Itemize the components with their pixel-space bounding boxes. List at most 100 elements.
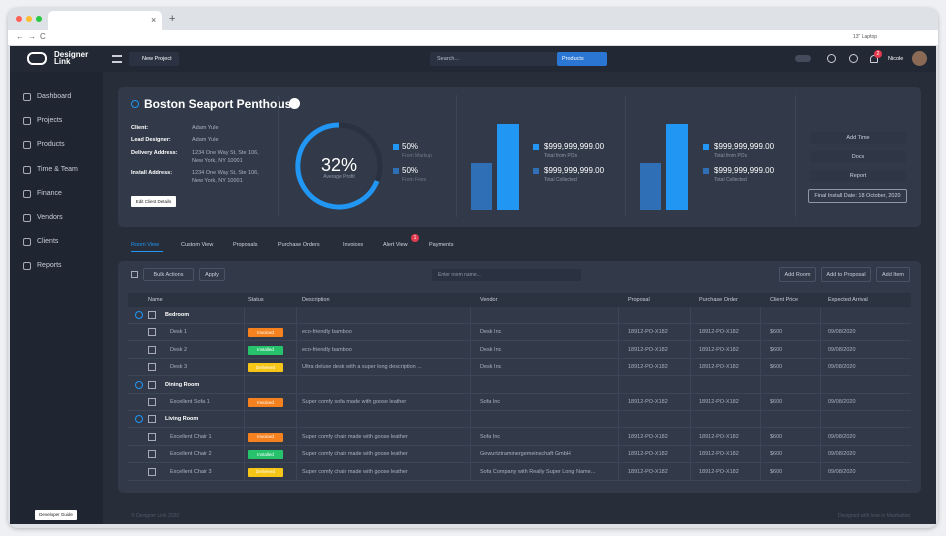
edit-icon[interactable]	[289, 98, 300, 109]
action-btn-label: Report	[849, 173, 867, 179]
nav-item[interactable]: Products	[37, 141, 65, 149]
row-checkbox[interactable]	[148, 311, 156, 319]
nav-icon[interactable]	[23, 141, 31, 150]
nav-item[interactable]: Reports	[37, 262, 62, 270]
toolbar-btn[interactable]	[876, 267, 910, 282]
row-checkbox[interactable]	[148, 345, 156, 354]
cell: 09/08/2020	[828, 399, 856, 405]
field-label: Install Address:	[131, 170, 173, 176]
field-value: New York, NY 10001	[192, 177, 243, 184]
clock-icon[interactable]	[849, 54, 858, 63]
legend-swatch	[703, 168, 709, 174]
bulk-actions[interactable]	[143, 268, 194, 281]
tab[interactable]: Proposals	[233, 242, 258, 248]
tab[interactable]: Alert View	[383, 242, 408, 248]
total-value: $999,999,999.00	[714, 142, 775, 151]
split-value: 50%	[402, 142, 419, 151]
row-checkbox[interactable]	[148, 398, 156, 406]
total-value: $999,999,999.00	[544, 142, 605, 151]
bulk-actions-label: Bulk Actions	[153, 271, 184, 278]
nav-icon[interactable]	[23, 214, 31, 222]
nav-icon[interactable]	[23, 262, 31, 271]
select-all[interactable]	[131, 271, 138, 278]
search-box[interactable]	[430, 52, 557, 66]
collapse-icon[interactable]	[135, 415, 143, 424]
cell: $600	[770, 346, 783, 353]
action-btn[interactable]	[810, 170, 906, 182]
final-install[interactable]	[808, 189, 907, 203]
nav-item[interactable]: Projects	[37, 117, 63, 125]
nav-item[interactable]: Vendors	[37, 214, 63, 221]
field-label: Delivery Address:	[131, 150, 178, 156]
nav-item[interactable]: Finance	[37, 189, 62, 197]
new-project-btn[interactable]	[129, 52, 179, 66]
cell: $600	[770, 468, 783, 475]
products-btn[interactable]	[557, 52, 607, 66]
nav-icon[interactable]	[23, 189, 31, 198]
row-checkbox[interactable]	[148, 415, 156, 424]
total-value: $999,999,999.00	[544, 166, 605, 175]
toggle[interactable]	[795, 55, 811, 62]
sidebar	[10, 72, 103, 524]
nav-icon[interactable]	[23, 165, 31, 174]
cell: Super comfy chair made with goose leathe…	[302, 433, 408, 440]
tab[interactable]: Purchase Orders	[278, 242, 320, 248]
nav-item[interactable]: Clients	[37, 238, 59, 246]
row-checkbox[interactable]	[148, 363, 156, 372]
nav-icon[interactable]	[23, 238, 31, 247]
footer-right: Designed with love in Manhattan	[838, 513, 911, 519]
row-checkbox[interactable]	[148, 467, 156, 476]
row-checkbox[interactable]	[148, 450, 156, 459]
dot-yellow[interactable]	[26, 16, 32, 22]
new-project: New Project	[142, 56, 172, 62]
field-value: 1234 One Way St, Ste 106,	[192, 150, 259, 156]
nav-item[interactable]: Dashboard	[37, 93, 72, 100]
tab-close[interactable]: ×	[151, 15, 157, 25]
collapse-icon[interactable]	[135, 311, 143, 319]
browser-tab[interactable]	[48, 11, 162, 30]
tab-underline	[131, 251, 163, 252]
nav-buttons[interactable]: ←→C	[16, 32, 50, 41]
row-line	[128, 323, 911, 324]
cell: Desk Inc	[480, 346, 502, 353]
help-icon[interactable]	[827, 54, 836, 63]
logo-mark	[27, 52, 47, 65]
legend-swatch	[393, 168, 399, 174]
cell: Sofa Company with Really Super Long Name…	[480, 468, 596, 475]
action-btn-label: Add Time	[846, 135, 870, 141]
cell: Sofa Inc	[480, 433, 501, 440]
dev-guide-btn[interactable]	[35, 510, 77, 520]
dot-green[interactable]	[36, 16, 42, 22]
final-install-label: Final Install Date: 18 October, 2020	[814, 193, 901, 199]
nav-icon[interactable]	[23, 93, 31, 101]
room-placeholder: Enter room name...	[438, 272, 481, 278]
action-btn[interactable]	[810, 151, 906, 163]
toolbar-btn[interactable]	[821, 267, 871, 282]
cell: 09/08/2020	[828, 468, 856, 475]
new-tab[interactable]: +	[169, 13, 176, 25]
tab[interactable]: Room View	[131, 242, 160, 248]
row-line	[128, 427, 911, 429]
tab[interactable]: Invoices	[343, 242, 364, 248]
project-title: Boston Seaport Penthouse	[144, 97, 299, 111]
legend-swatch	[703, 144, 709, 150]
status: Invoiced	[257, 399, 274, 405]
cell: 18912-PO-X182	[699, 364, 739, 371]
tab[interactable]: Custom View	[181, 242, 214, 248]
cell: Desk 1	[170, 329, 188, 336]
nav-icon[interactable]	[23, 117, 31, 126]
dot-red[interactable]	[16, 16, 22, 22]
cell: 18912-PO-X182	[628, 451, 668, 458]
collapse-icon[interactable]	[135, 380, 143, 389]
action-btn[interactable]	[810, 132, 906, 144]
nav-item[interactable]: Time & Team	[37, 165, 78, 173]
room-input[interactable]	[432, 269, 581, 281]
row-checkbox[interactable]	[148, 380, 156, 389]
row-checkbox[interactable]	[148, 328, 156, 337]
toolbar-btn[interactable]	[779, 267, 816, 282]
tab[interactable]: Payments	[429, 242, 454, 248]
edit-client-btn[interactable]	[131, 196, 176, 207]
cell: 18912-PO-X182	[699, 329, 739, 336]
row-checkbox[interactable]	[148, 432, 156, 441]
apply-btn[interactable]	[199, 268, 225, 281]
